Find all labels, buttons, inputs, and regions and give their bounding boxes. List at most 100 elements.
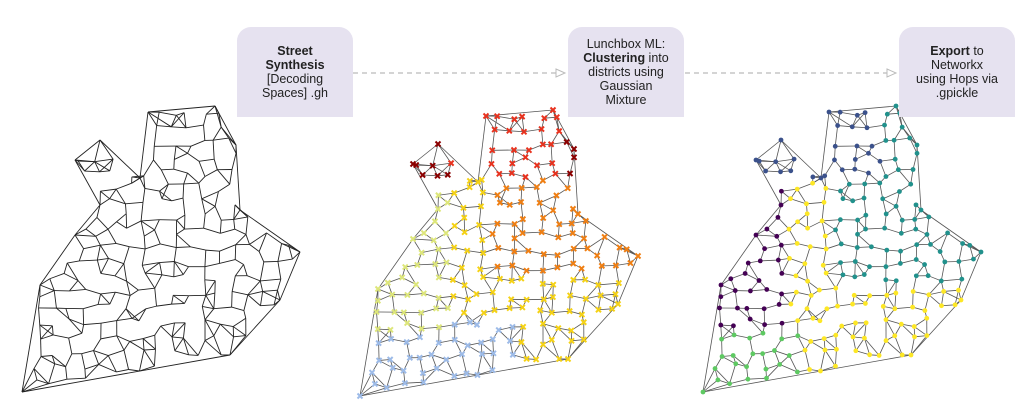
street-edge bbox=[33, 368, 38, 381]
street-edge bbox=[780, 139, 822, 179]
network-node bbox=[466, 319, 474, 326]
street-edge bbox=[615, 247, 620, 266]
street-edge bbox=[65, 366, 68, 380]
network-node bbox=[538, 125, 545, 133]
street-edge bbox=[359, 288, 379, 397]
street-edge bbox=[153, 125, 158, 147]
street-edge bbox=[775, 161, 791, 172]
street-edge bbox=[481, 352, 494, 355]
network-node bbox=[511, 220, 518, 228]
street-edge bbox=[123, 350, 130, 370]
street-edge bbox=[125, 203, 127, 214]
street-edge bbox=[41, 355, 53, 357]
network-node bbox=[464, 342, 471, 349]
network-node bbox=[480, 309, 488, 317]
street-edge bbox=[882, 191, 900, 200]
step-text-line: Networkx bbox=[931, 58, 983, 72]
street-edge bbox=[431, 354, 438, 369]
street-edge bbox=[898, 169, 912, 185]
network-node bbox=[863, 320, 869, 326]
street-edge bbox=[77, 160, 85, 172]
network-node bbox=[838, 260, 843, 265]
network-node bbox=[581, 276, 589, 283]
street-edge bbox=[36, 379, 49, 385]
network-node bbox=[924, 315, 930, 321]
step-text-line: Export to bbox=[930, 44, 984, 58]
network-node bbox=[447, 159, 455, 167]
network-node bbox=[375, 357, 383, 364]
street-edge bbox=[477, 353, 483, 376]
street-edge bbox=[140, 220, 145, 237]
street-edge bbox=[834, 125, 839, 147]
network-node bbox=[549, 293, 557, 301]
network-node bbox=[595, 281, 602, 289]
network-node bbox=[570, 245, 577, 252]
street-edge bbox=[866, 124, 885, 129]
street-edge bbox=[492, 292, 495, 311]
network-node bbox=[518, 184, 525, 192]
street-edge bbox=[131, 175, 144, 184]
network-node bbox=[893, 103, 899, 109]
street-edge bbox=[97, 257, 109, 261]
network-node bbox=[506, 304, 513, 312]
street-edge bbox=[68, 318, 83, 334]
street-edge bbox=[840, 111, 858, 116]
street-edge bbox=[190, 246, 206, 251]
street-edge bbox=[218, 183, 230, 192]
street-edge bbox=[541, 231, 559, 238]
street-edge bbox=[774, 350, 781, 365]
network-node bbox=[612, 262, 620, 269]
street-edge bbox=[159, 262, 163, 275]
street-edge bbox=[797, 308, 808, 321]
street-edge bbox=[453, 295, 469, 300]
network-node bbox=[826, 109, 832, 115]
street-edge bbox=[48, 363, 56, 384]
network-node bbox=[862, 181, 868, 187]
network-node bbox=[942, 259, 948, 265]
street-edge bbox=[779, 364, 798, 373]
street-edge bbox=[188, 354, 199, 356]
network-node bbox=[536, 199, 543, 207]
step-text: Gaussian bbox=[599, 79, 653, 93]
street-edge bbox=[900, 259, 917, 264]
step-text-line: Synthesis bbox=[265, 58, 324, 72]
street-edge bbox=[476, 291, 493, 295]
street-edge bbox=[144, 262, 160, 274]
street-edge bbox=[142, 338, 156, 350]
street-edge bbox=[100, 335, 117, 340]
street-edge bbox=[438, 277, 453, 281]
street-edge bbox=[170, 115, 177, 127]
network-node bbox=[918, 207, 924, 213]
street-edge bbox=[795, 263, 806, 277]
step-text: Lunchbox ML: bbox=[586, 37, 666, 51]
street-edge bbox=[764, 322, 783, 326]
street-edge bbox=[596, 236, 605, 256]
network-node bbox=[520, 128, 528, 135]
street-edge bbox=[184, 227, 204, 230]
network-node bbox=[494, 263, 501, 270]
network-node bbox=[822, 347, 828, 353]
network-node bbox=[787, 255, 792, 261]
network-node bbox=[400, 367, 407, 374]
street-edge bbox=[232, 317, 247, 327]
street-edge bbox=[66, 262, 79, 281]
street-edge bbox=[231, 153, 237, 170]
street-edge bbox=[182, 322, 186, 339]
street-edge bbox=[762, 353, 767, 370]
network-node bbox=[840, 196, 846, 202]
network-node bbox=[779, 291, 785, 297]
network-node bbox=[541, 114, 548, 122]
street-edge bbox=[551, 297, 554, 313]
street-edge bbox=[461, 267, 466, 286]
network-node bbox=[837, 217, 843, 223]
network-node bbox=[898, 248, 903, 254]
street-edge bbox=[142, 338, 145, 351]
street-edge bbox=[198, 158, 215, 162]
network-node bbox=[431, 218, 439, 225]
network-node bbox=[435, 192, 442, 199]
street-edge bbox=[183, 112, 187, 128]
network-node bbox=[883, 277, 889, 283]
street-edge bbox=[116, 317, 133, 322]
street-edge bbox=[377, 288, 393, 295]
street-edge bbox=[154, 335, 156, 350]
